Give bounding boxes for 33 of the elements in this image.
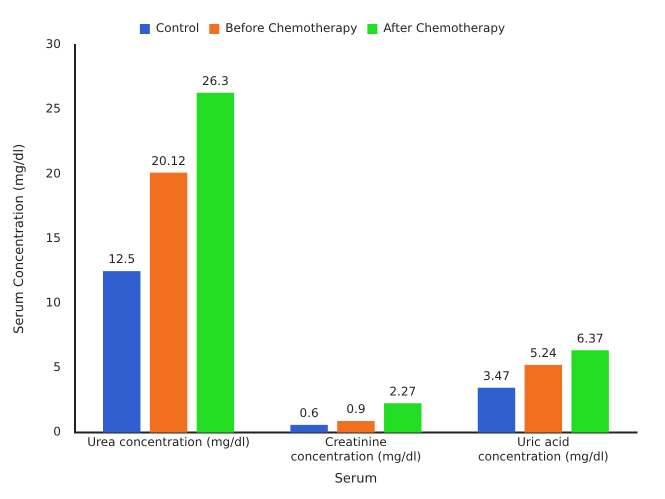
legend-label: After Chemotherapy [383, 21, 506, 36]
y-tick-label: 0 [53, 424, 61, 439]
y-tick-label: 5 [53, 360, 61, 374]
bar [478, 388, 516, 433]
x-tick-label: Uric acid concentration (mg/dl) [478, 434, 609, 464]
bar [196, 92, 234, 433]
x-axis-title: Serum [334, 472, 378, 487]
data-label: 0.9 [346, 402, 366, 416]
data-label: 12.5 [108, 252, 136, 266]
y-tick-label: 30 [46, 37, 61, 52]
data-label: 3.47 [483, 368, 510, 383]
y-axis-title: Serum Concentration (mg/dl) [12, 144, 28, 334]
legend-label: Before Chemotherapy [225, 21, 358, 36]
bar [384, 403, 422, 433]
bar [150, 172, 188, 433]
data-label: 5.24 [530, 346, 557, 360]
bar [337, 420, 375, 433]
x-tick-label: Urea concentration (mg/dl) [87, 434, 250, 449]
y-tick-label: 25 [46, 102, 61, 116]
y-tick-label: 10 [46, 296, 61, 310]
bar [102, 271, 140, 433]
bar [290, 424, 328, 433]
data-label: 2.27 [389, 384, 416, 398]
data-label: 20.12 [151, 154, 186, 168]
data-label: 6.37 [576, 331, 604, 346]
data-label: 0.6 [300, 406, 319, 420]
bar [524, 364, 562, 433]
x-tick-label: Creatinine concentration (mg/dl) [290, 434, 422, 464]
y-tick-label: 20 [46, 166, 61, 180]
legend-label: Control [156, 21, 200, 36]
bar [571, 350, 609, 433]
y-tick-label: 15 [46, 230, 61, 245]
data-label: 26.3 [202, 74, 229, 88]
